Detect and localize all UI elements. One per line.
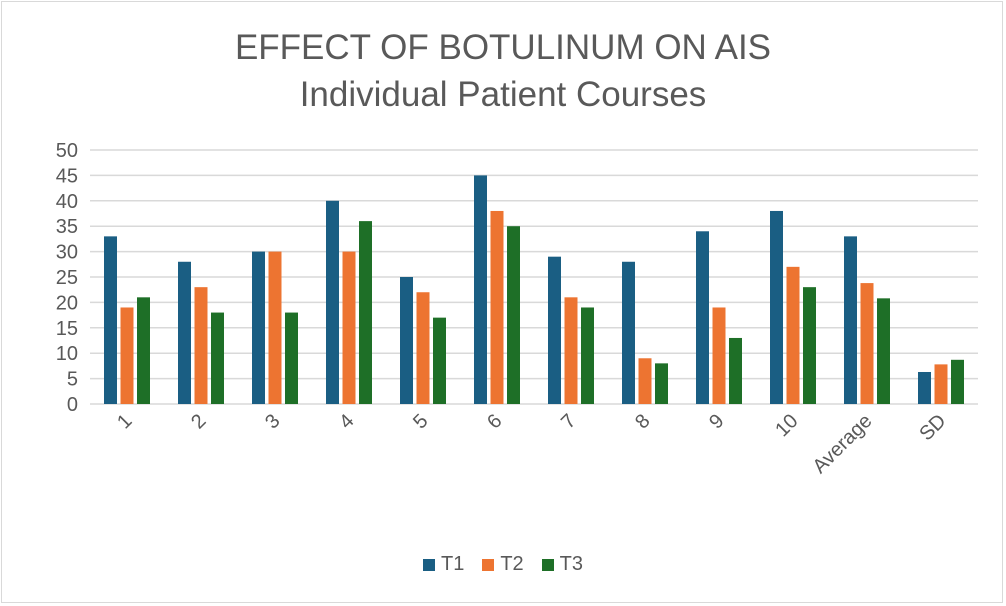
legend-label: T1 bbox=[440, 553, 465, 575]
y-tick-label: 25 bbox=[56, 267, 78, 289]
x-tick-label: 1 bbox=[113, 410, 136, 433]
legend-swatch bbox=[422, 558, 435, 571]
bar-t1 bbox=[474, 175, 487, 404]
bar-t1 bbox=[104, 236, 117, 404]
y-tick-label: 5 bbox=[67, 369, 78, 391]
y-tick-label: 15 bbox=[56, 318, 78, 340]
x-tick-label: 2 bbox=[187, 410, 210, 433]
bar-t2 bbox=[638, 358, 652, 404]
bar-t3 bbox=[581, 307, 594, 404]
x-tick-label: SD bbox=[915, 410, 950, 445]
y-tick-label: 20 bbox=[56, 292, 78, 314]
legend-label: T2 bbox=[500, 553, 524, 575]
bar-t3 bbox=[285, 312, 298, 404]
legend: T1 T2 T3 bbox=[0, 553, 1006, 576]
x-tick-label: 3 bbox=[261, 410, 284, 433]
bar-t3 bbox=[211, 312, 224, 404]
bar-t1 bbox=[696, 231, 709, 404]
x-tick-label: 7 bbox=[557, 410, 580, 433]
bar-t2 bbox=[564, 297, 578, 404]
bar-t1 bbox=[326, 200, 339, 404]
bar-t3 bbox=[803, 287, 816, 404]
y-tick-label: 35 bbox=[56, 216, 78, 238]
bar-t1 bbox=[400, 277, 413, 404]
legend-item: T2 bbox=[482, 553, 524, 576]
legend-label: T3 bbox=[559, 553, 584, 575]
y-tick-label: 30 bbox=[56, 242, 78, 264]
x-tick-label: 9 bbox=[705, 410, 728, 433]
y-tick-label: 50 bbox=[56, 140, 78, 162]
bar-t2 bbox=[860, 283, 874, 404]
bar-t1 bbox=[252, 251, 265, 404]
legend-swatch bbox=[541, 558, 554, 571]
bar-t3 bbox=[655, 363, 668, 404]
bar-t1 bbox=[918, 371, 931, 404]
bar-t3 bbox=[877, 298, 890, 404]
chart-title: EFFECT OF BOTULINUM ON AIS bbox=[234, 28, 772, 67]
bar-t1 bbox=[178, 261, 191, 404]
bar-t2 bbox=[342, 251, 356, 404]
bar-t2 bbox=[712, 307, 726, 404]
x-tick-label: Average bbox=[809, 410, 877, 478]
y-tick-label: 40 bbox=[56, 191, 78, 213]
bar-t1 bbox=[548, 256, 561, 404]
legend-item: T1 bbox=[422, 553, 465, 576]
bar-t2 bbox=[120, 307, 134, 404]
x-tick-label: 10 bbox=[771, 410, 802, 441]
x-tick-label: 4 bbox=[335, 410, 358, 433]
y-tick-label: 10 bbox=[56, 343, 78, 365]
legend-item: T3 bbox=[541, 553, 584, 576]
bar-t2 bbox=[416, 292, 430, 404]
bar-t2 bbox=[786, 266, 800, 404]
bar-t1 bbox=[770, 210, 783, 404]
chart-subtitle: Individual Patient Courses bbox=[299, 75, 707, 114]
bar-t1 bbox=[622, 261, 635, 404]
x-tick-label: 6 bbox=[483, 410, 506, 433]
y-tick-label: 0 bbox=[67, 394, 78, 416]
bar-t2 bbox=[268, 251, 282, 404]
bar-t2 bbox=[194, 287, 208, 404]
legend-swatch bbox=[482, 558, 495, 571]
bar-t3 bbox=[433, 317, 446, 404]
bar-t3 bbox=[137, 297, 150, 404]
bar-t2 bbox=[490, 210, 504, 404]
x-tick-label: 8 bbox=[631, 410, 654, 433]
bar-t3 bbox=[507, 226, 520, 404]
x-tick-label: 5 bbox=[409, 410, 432, 433]
y-tick-label: 45 bbox=[56, 165, 78, 187]
bar-t2 bbox=[934, 364, 948, 404]
bar-t3 bbox=[729, 337, 742, 404]
bar-t3 bbox=[951, 359, 964, 404]
bar-t1 bbox=[844, 236, 857, 404]
bar-t3 bbox=[359, 221, 372, 404]
